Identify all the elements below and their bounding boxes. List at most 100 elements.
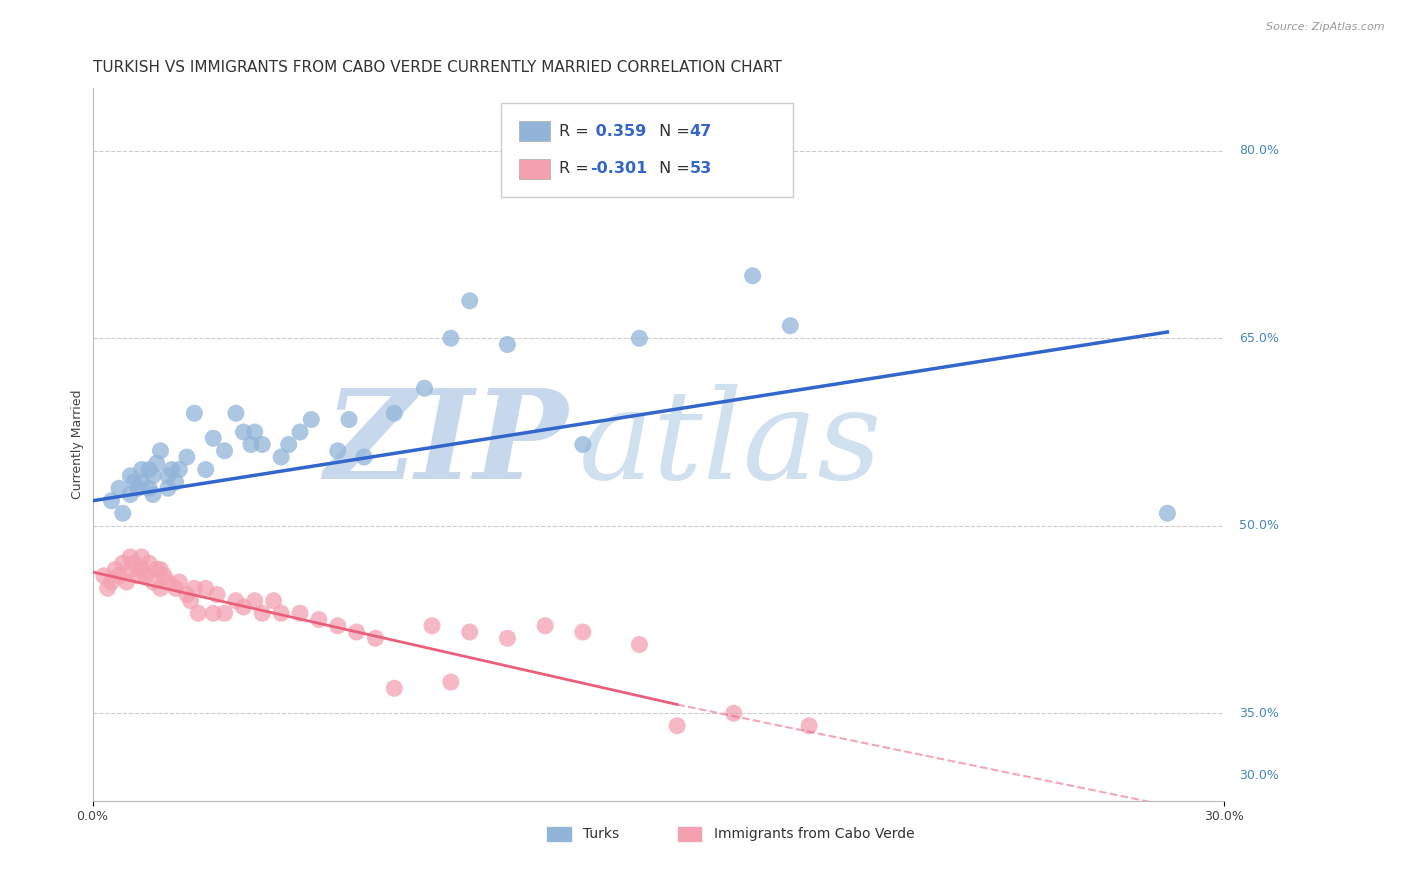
Text: R =: R = [558,161,593,177]
Point [131,549,153,564]
Point [153,568,176,582]
Point [741,268,763,283]
Point [120,549,142,564]
Point [214,443,236,458]
Point [413,381,436,395]
Point [165,581,187,595]
Text: 47: 47 [689,124,711,138]
Point [353,450,375,464]
Point [458,293,481,308]
Point [346,625,368,640]
Point [337,412,360,426]
Text: N =: N = [654,124,696,138]
Point [263,593,285,607]
Point [97,581,120,595]
Point [176,450,198,464]
Point [240,437,263,451]
Point [183,581,205,595]
Point [149,581,172,595]
Point [138,481,160,495]
Point [243,593,266,607]
Point [149,562,172,576]
Point [108,568,131,582]
Point [496,337,519,351]
Point [382,681,405,696]
Point [131,475,153,489]
Point [364,632,387,646]
Point [145,456,167,470]
Point [156,481,179,495]
Point [169,462,191,476]
Point [142,487,165,501]
Point [194,462,217,476]
Point [108,481,131,495]
Point [797,719,820,733]
Point [232,425,254,439]
Point [100,574,122,589]
Text: Source: ZipAtlas.com: Source: ZipAtlas.com [1267,22,1385,32]
Text: Immigrants from Cabo Verde: Immigrants from Cabo Verde [714,827,914,841]
Point [142,468,165,483]
Point [225,406,247,420]
Point [120,487,142,501]
Text: R =: R = [558,124,593,138]
Point [382,406,405,420]
Point [142,574,165,589]
Point [180,593,202,607]
Point [308,613,330,627]
Point [127,568,149,582]
Point [666,719,689,733]
Y-axis label: Currently Married: Currently Married [72,390,84,500]
Point [214,607,236,621]
Point [723,706,745,721]
Point [127,481,149,495]
Point [131,462,153,476]
Point [202,607,225,621]
Point [131,562,153,576]
Text: 53: 53 [689,161,711,177]
Point [270,607,292,621]
Point [534,619,557,633]
Text: TURKISH VS IMMIGRANTS FROM CABO VERDE CURRENTLY MARRIED CORRELATION CHART: TURKISH VS IMMIGRANTS FROM CABO VERDE CU… [93,60,782,75]
Point [145,562,167,576]
Point [288,425,311,439]
Point [138,462,160,476]
Point [165,475,187,489]
Point [134,568,156,582]
Point [252,607,274,621]
Point [326,619,349,633]
Point [202,431,225,445]
Point [187,607,209,621]
Text: 35.0%: 35.0% [1239,706,1279,720]
Point [122,556,145,570]
Point [420,619,443,633]
Text: 50.0%: 50.0% [1239,519,1279,533]
Point [183,406,205,420]
Point [628,638,651,652]
Point [440,331,463,345]
Point [111,556,134,570]
Point [149,443,172,458]
Point [194,581,217,595]
Text: 80.0%: 80.0% [1239,145,1279,157]
Text: 65.0%: 65.0% [1239,332,1279,345]
Text: 0.359: 0.359 [589,124,645,138]
Point [104,562,127,576]
Point [100,493,122,508]
Point [458,625,481,640]
Text: N =: N = [654,161,696,177]
Point [1156,506,1178,520]
Point [169,574,191,589]
Point [138,556,160,570]
Point [176,587,198,601]
Text: 30.0%: 30.0% [1239,769,1279,782]
Point [572,625,595,640]
Point [326,443,349,458]
Point [277,437,299,451]
Point [156,574,179,589]
Text: ZIP: ZIP [323,384,568,505]
Point [779,318,801,333]
Point [205,587,228,601]
Point [111,506,134,520]
Point [160,462,183,476]
